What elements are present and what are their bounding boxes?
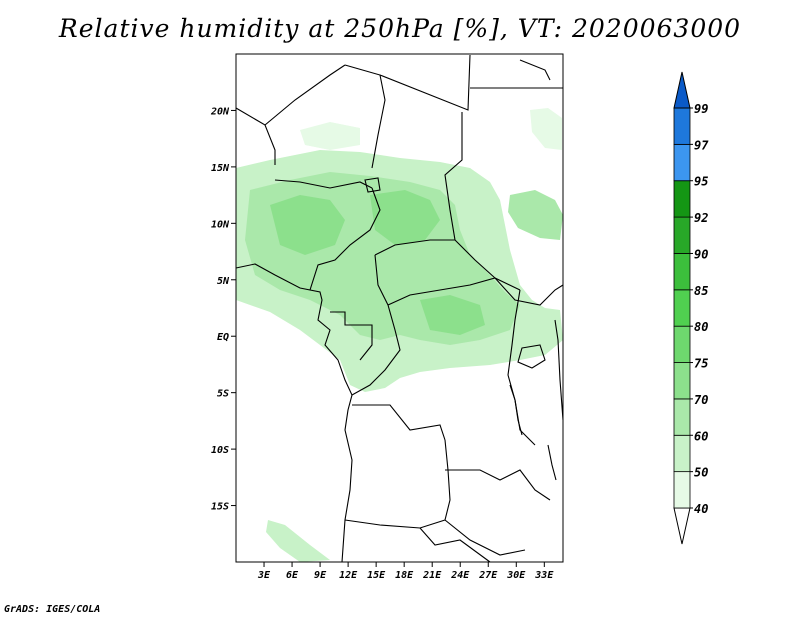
colorbar-level-label: 60 (694, 429, 708, 443)
colorbar-box-5 (673, 289, 691, 327)
map-title: Relative humidity at 250hPa [%], VT: 202… (58, 14, 742, 43)
border-zambia (445, 469, 551, 501)
humidity-core-center (370, 190, 440, 245)
colorbar-box-9 (673, 143, 691, 182)
colorbar-level-label: 92 (694, 211, 708, 225)
lake-tanganyika (509, 384, 523, 436)
lat-tick-label: 10S (211, 445, 229, 456)
lake-victoria (517, 344, 546, 369)
humidity-patch-east (508, 190, 563, 240)
humidity-core-west (270, 195, 345, 255)
lon-tick-label: 30E (506, 570, 526, 581)
border-car-congo (387, 277, 521, 306)
coastline-west-africa (235, 263, 353, 563)
lat-tick-label: EQ (217, 332, 229, 343)
lon-tick-label: 27E (478, 570, 498, 581)
colorbar-box-7 (673, 216, 691, 254)
colorbar-level-label: 80 (694, 320, 708, 334)
humidity-patch-north (530, 108, 562, 150)
colorbar-box-3 (673, 362, 691, 400)
colorbar-box-8 (673, 180, 691, 218)
colorbar-box-0 (673, 471, 691, 509)
border-congo-drc (351, 304, 401, 396)
lon-tick-label: 12E (339, 570, 358, 581)
lat-tick-label: 15N (211, 163, 230, 174)
colorbar-level-label: 50 (694, 466, 708, 480)
colorbar-level-label: 97 (694, 138, 709, 152)
colorbar-box-2 (673, 398, 691, 436)
border-angola-north (352, 404, 446, 441)
humidity-patch-southwest (266, 520, 330, 562)
border-zambia-south (444, 519, 526, 556)
colorbar-level-label: 40 (694, 502, 708, 516)
colorbar-level-label: 85 (694, 284, 708, 298)
lat-tick-label: 15S (211, 502, 229, 513)
humidity-patch-north2 (300, 122, 360, 150)
borders (235, 54, 564, 563)
colorbar-box-1 (673, 434, 691, 473)
border-libya-chad (379, 54, 471, 111)
humidity-core-east (420, 295, 485, 335)
lon-tick-label: 15E (367, 570, 386, 581)
colorbar-level-label: 75 (694, 357, 708, 371)
border-drc-east (507, 289, 536, 446)
border-sudan-south (494, 277, 564, 306)
nile-north (519, 59, 551, 81)
lat-tick-label: 5S (217, 389, 229, 400)
border-chad-car (374, 239, 455, 256)
colorbar-above-triangle (673, 71, 691, 109)
lat-tick-label: 5N (217, 276, 230, 287)
humidity-fields (236, 108, 563, 562)
colorbar-below-triangle (673, 507, 691, 545)
map-frame (235, 53, 564, 563)
border-botswana (419, 527, 491, 563)
lon-tick-label: 9E (314, 570, 327, 581)
lake-chad (364, 177, 381, 193)
border-niger-north (344, 64, 386, 169)
lon-tick-label: 21E (422, 570, 442, 581)
map-axes: 20N 15N 10N 5N EQ 5S 10S 15S 3E 6E 9E 12E 15E 18E 21E 2… (210, 106, 554, 581)
colorbar-level-label: 90 (694, 247, 708, 261)
border-mali-niger (264, 124, 276, 165)
colorbar-box-4 (673, 325, 691, 363)
border-nigeria-cameroon (309, 187, 381, 291)
border-cameroon-car (374, 254, 389, 306)
humidity-patch-northeast (445, 168, 485, 200)
border-chad-sudan (444, 112, 496, 279)
border-angola-south (344, 519, 446, 529)
colorbar-box-10 (673, 107, 691, 145)
credit-label: GrADS: IGES/COLA (4, 604, 101, 615)
colorbar-box-6 (673, 253, 691, 291)
border-niger-nigeria (274, 179, 373, 189)
lon-tick-label: 18E (395, 570, 414, 581)
coast-east-africa (554, 319, 564, 421)
border-algeria-mali (235, 64, 346, 126)
colorbar-level-label: 99 (694, 102, 708, 116)
colorbar-level-label: 70 (694, 393, 708, 407)
colorbar: 40 50 60 70 75 80 85 90 92 95 97 99 (673, 71, 709, 545)
border-angola-east (444, 439, 451, 521)
lake-malawi (547, 444, 557, 481)
lat-tick-label: 10N (211, 219, 230, 230)
lon-tick-label: 33E (534, 570, 554, 581)
lon-tick-label: 3E (257, 570, 271, 581)
lon-tick-label: 24E (450, 570, 470, 581)
border-gabon (330, 311, 373, 361)
lon-tick-label: 6E (286, 570, 299, 581)
lat-tick-label: 20N (210, 106, 230, 117)
colorbar-level-label: 95 (694, 175, 708, 189)
